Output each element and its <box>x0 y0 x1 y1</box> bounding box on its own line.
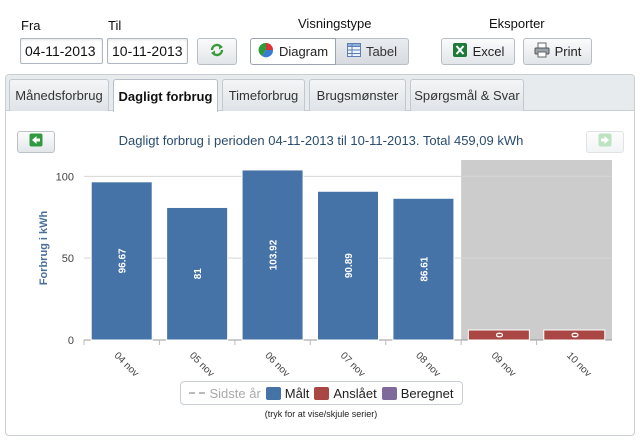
view-type-label: Visningstype <box>298 16 372 31</box>
legend-label: Beregnet <box>400 385 454 401</box>
from-date-input[interactable] <box>20 38 103 64</box>
previous-period-button[interactable] <box>17 131 55 153</box>
legend-hint: (tryk for at vise/skjule serier) <box>264 409 378 419</box>
printer-icon <box>534 42 550 61</box>
chart-legend: Sidste år Målt Anslået Beregnet <box>180 381 463 405</box>
next-period-button[interactable] <box>586 131 624 153</box>
excel-icon <box>452 42 468 61</box>
from-label: Fra <box>21 18 41 33</box>
table-button[interactable]: Tabel <box>336 38 409 65</box>
tab-hourly[interactable]: Timeforbrug <box>222 79 305 111</box>
tab-daily[interactable]: Dagligt forbrug <box>113 79 218 112</box>
legend-item-estimated[interactable]: Anslået <box>314 385 377 401</box>
tab-monthly[interactable]: Månedsforbrug <box>9 79 109 111</box>
legend-item-measured[interactable]: Målt <box>265 385 310 401</box>
export-label: Eksporter <box>489 16 545 31</box>
print-button[interactable]: Print <box>523 38 592 65</box>
table-label: Tabel <box>365 44 398 59</box>
refresh-button[interactable] <box>197 38 237 65</box>
color-swatch <box>265 386 281 400</box>
color-swatch <box>314 386 330 400</box>
tab-usage-pattern[interactable]: Brugsmønster <box>309 79 406 111</box>
to-label: Til <box>108 18 122 33</box>
legend-label: Sidste år <box>209 385 261 401</box>
excel-label: Excel <box>472 44 505 59</box>
legend-item-last-year[interactable]: Sidste år <box>189 385 261 401</box>
refresh-icon <box>208 41 226 62</box>
tab-faq[interactable]: Spørgsmål & Svar <box>410 79 524 111</box>
table-icon <box>346 43 361 60</box>
arrow-right-icon <box>598 133 612 152</box>
arrow-left-icon <box>29 133 43 152</box>
print-label: Print <box>554 44 582 59</box>
color-swatch <box>381 386 397 400</box>
chart-title: Dagligt forbrug i perioden 04-11-2013 ti… <box>118 133 524 148</box>
dashed-line-icon <box>189 392 206 394</box>
legend-item-calculated[interactable]: Beregnet <box>381 385 454 401</box>
pie-chart-icon <box>258 42 274 61</box>
diagram-button[interactable]: Diagram <box>250 38 336 65</box>
to-date-input[interactable] <box>107 38 188 64</box>
legend-label: Målt <box>284 385 310 401</box>
excel-button[interactable]: Excel <box>441 38 515 65</box>
view-type-toggle: Diagram Tabel <box>250 38 409 65</box>
legend-label: Anslået <box>333 385 377 401</box>
diagram-label: Diagram <box>278 44 329 59</box>
tab-strip: Månedsforbrug Dagligt forbrug Timeforbru… <box>6 75 634 112</box>
